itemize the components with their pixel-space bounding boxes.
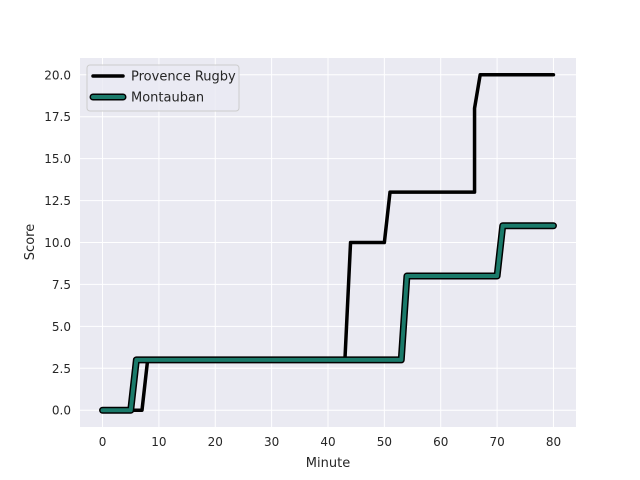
- y-tick-label: 5.0: [52, 320, 71, 334]
- y-tick-label: 17.5: [44, 110, 71, 124]
- x-tick-label: 60: [433, 435, 448, 449]
- legend-label-provence-rugby: Provence Rugby: [131, 70, 236, 85]
- x-tick-label: 0: [99, 435, 107, 449]
- x-tick-label: 30: [264, 435, 279, 449]
- y-axis-ticks: 0.0 2.5 5.0 7.5 10.0 12.5 15.0 17.5 20.0: [44, 68, 71, 417]
- grid-lines: [80, 58, 576, 427]
- x-tick-label: 10: [151, 435, 166, 449]
- legend: Provence Rugby Montauban: [86, 64, 240, 112]
- series-line-provence-rugby: [100, 73, 556, 412]
- y-tick-label: 7.5: [52, 278, 71, 292]
- series-layer: [99, 73, 557, 414]
- series-line-montauban: [100, 223, 556, 413]
- x-tick-label: 50: [377, 435, 392, 449]
- x-axis-ticks: 0 10 20 30 40 50 60 70 80: [99, 435, 561, 449]
- x-tick-label: 40: [320, 435, 335, 449]
- y-tick-label: 20.0: [44, 68, 71, 82]
- x-tick-label: 20: [208, 435, 223, 449]
- y-tick-label: 0.0: [52, 404, 71, 418]
- x-tick-label: 70: [489, 435, 504, 449]
- y-tick-label: 2.5: [52, 362, 71, 376]
- legend-label-montauban: Montauban: [131, 91, 204, 106]
- x-tick-label: 80: [546, 435, 561, 449]
- x-axis-label: Minute: [306, 456, 350, 471]
- y-axis-label: Score: [23, 224, 38, 260]
- y-tick-label: 15.0: [44, 152, 71, 166]
- y-tick-label: 12.5: [44, 194, 71, 208]
- y-tick-label: 10.0: [44, 236, 71, 250]
